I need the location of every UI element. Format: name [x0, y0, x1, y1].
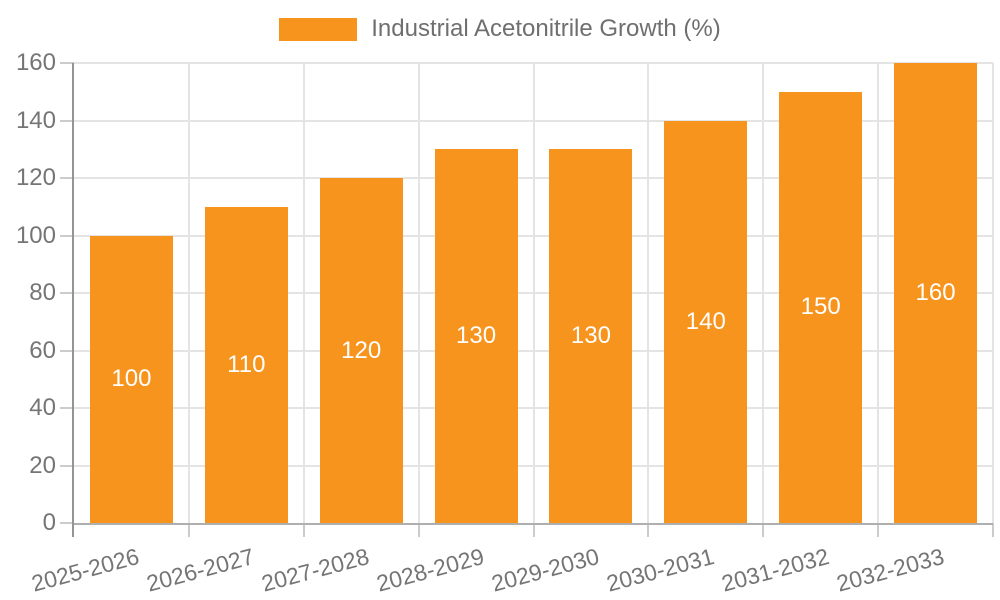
bar-value-label: 150	[800, 293, 841, 321]
bar-value-label: 130	[456, 322, 497, 350]
bar[interactable]	[204, 206, 288, 523]
x-gridline	[647, 63, 650, 523]
bar[interactable]	[89, 235, 173, 523]
x-tick-mark	[647, 523, 650, 537]
y-axis-line	[72, 63, 74, 537]
legend-label: Industrial Acetonitrile Growth (%)	[371, 15, 721, 42]
x-tick-mark	[302, 523, 305, 537]
y-tick-label: 0	[42, 509, 56, 536]
x-tick-label: 2030-2031	[603, 543, 717, 597]
legend[interactable]: Industrial Acetonitrile Growth (%)	[0, 15, 1000, 43]
y-tick-mark	[60, 234, 74, 237]
x-tick-mark	[187, 523, 190, 537]
y-tick-mark	[60, 177, 74, 179]
x-tick-mark	[877, 523, 880, 537]
x-gridline	[992, 63, 994, 523]
x-tick-mark	[992, 523, 994, 537]
x-gridline	[417, 63, 420, 523]
y-tick-label: 100	[15, 221, 56, 249]
bar-value-label: 140	[685, 307, 726, 335]
y-tick-mark	[60, 119, 74, 122]
x-tick-mark	[532, 523, 535, 537]
bar-value-label: 110	[227, 350, 266, 378]
y-tick-mark	[60, 522, 74, 524]
x-gridline	[762, 63, 765, 523]
bar[interactable]	[664, 120, 748, 523]
legend-swatch	[279, 17, 358, 41]
y-tick-label: 40	[29, 394, 56, 421]
x-tick-label: 2028-2029	[373, 543, 487, 597]
bar-value-label: 100	[111, 365, 152, 393]
y-tick-mark	[60, 464, 74, 467]
y-tick-mark	[60, 407, 74, 409]
x-gridline	[532, 63, 535, 523]
bar-value-label: 120	[341, 336, 382, 364]
y-tick-label: 80	[29, 279, 56, 306]
x-tick-label: 2032-2033	[833, 543, 947, 597]
x-tick-label: 2026-2027	[144, 543, 258, 597]
bar-value-label: 160	[915, 279, 956, 306]
x-tick-mark	[417, 523, 420, 537]
y-tick-label: 120	[15, 164, 56, 191]
y-tick-mark	[60, 62, 74, 64]
bar[interactable]	[894, 63, 978, 523]
x-gridline	[877, 63, 880, 523]
x-tick-label: 2031-2032	[718, 543, 832, 597]
x-tick-label: 2029-2030	[488, 543, 602, 597]
y-tick-label: 160	[15, 49, 56, 76]
bar[interactable]	[434, 149, 518, 523]
bar[interactable]	[779, 91, 863, 523]
x-axis-line	[74, 523, 993, 525]
x-tick-mark	[762, 523, 765, 537]
bar[interactable]	[319, 178, 403, 523]
y-tick-mark	[60, 349, 74, 352]
y-tick-label: 140	[15, 106, 56, 134]
y-tick-mark	[60, 292, 74, 294]
x-tick-label: 2027-2028	[258, 543, 372, 597]
bar-value-label: 130	[570, 322, 611, 350]
bar[interactable]	[549, 149, 633, 523]
y-tick-label: 60	[29, 336, 56, 364]
x-gridline	[187, 63, 190, 523]
x-tick-label: 2025-2026	[29, 543, 143, 597]
y-tick-label: 20	[29, 451, 56, 479]
x-gridline	[302, 63, 305, 523]
